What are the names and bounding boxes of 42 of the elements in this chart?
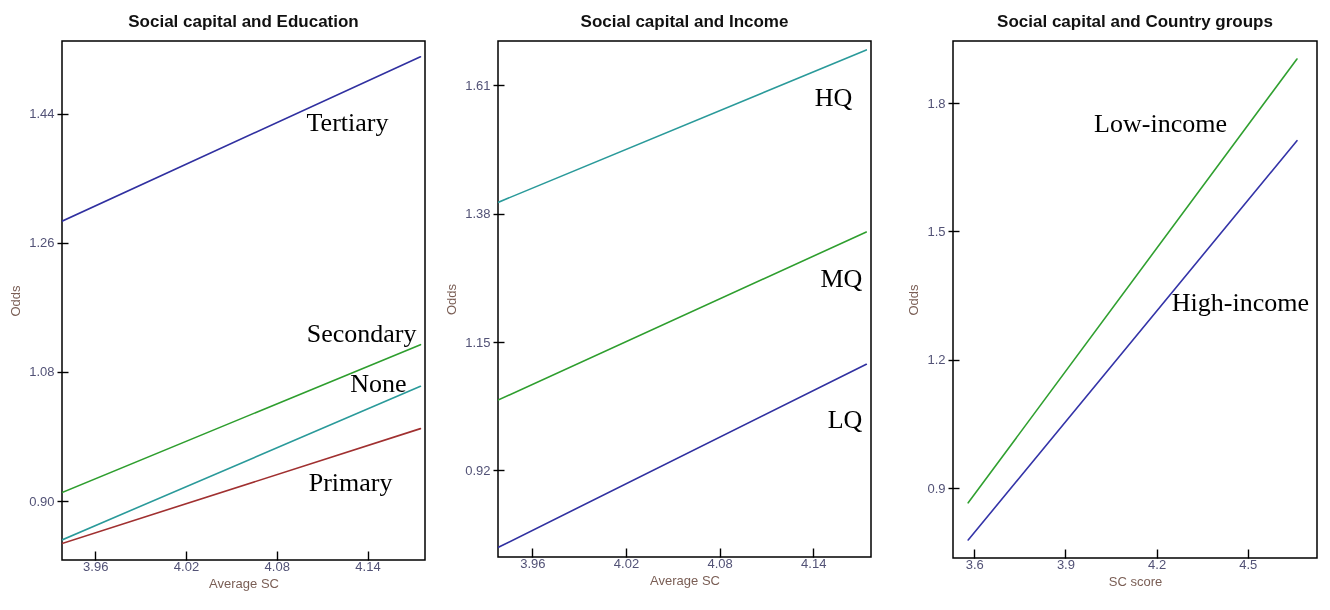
series-label: High-income <box>1171 287 1309 317</box>
x-tick-label: 4.14 <box>355 558 381 574</box>
y-tick-label: 0.90 <box>29 493 55 509</box>
x-tick-label: 4.5 <box>1239 556 1258 572</box>
x-tick-label: 4.2 <box>1148 556 1167 572</box>
x-tick-label: 4.08 <box>264 558 290 574</box>
series-label: LQ <box>827 405 863 435</box>
y-tick-label: 0.9 <box>927 480 946 496</box>
series-label: Secondary <box>306 318 417 348</box>
x-axis-title: SC score <box>1108 573 1163 589</box>
y-tick-label: 1.44 <box>29 106 55 121</box>
x-tick-label: 4.14 <box>801 555 827 571</box>
chart-title: Social capital and Education <box>128 12 359 31</box>
y-tick-label: 1.8 <box>927 95 946 111</box>
x-tick-label: 3.96 <box>83 558 109 574</box>
x-tick-label: 3.6 <box>965 556 984 572</box>
y-tick-label: 1.08 <box>29 364 55 380</box>
series-label: Low-income <box>1094 108 1227 138</box>
x-tick-label: 3.9 <box>1056 556 1075 572</box>
x-axis-title: Average SC <box>650 572 720 588</box>
y-axis-title: Odds <box>906 283 922 316</box>
series-label: MQ <box>820 263 863 293</box>
y-axis-title: Odds <box>8 284 24 317</box>
series-label: HQ <box>814 82 853 112</box>
y-tick-label: 1.61 <box>465 77 491 93</box>
y-tick-label: 1.26 <box>29 235 55 251</box>
x-tick-label: 4.02 <box>613 555 640 571</box>
x-tick-label: 4.08 <box>707 555 733 571</box>
series-label: Tertiary <box>306 107 389 137</box>
y-tick-label: 0.92 <box>465 462 491 478</box>
y-axis-title: Odds <box>444 283 460 316</box>
series-label: None <box>350 369 407 399</box>
series-label: Primary <box>308 467 393 497</box>
y-tick-label: 1.2 <box>927 352 946 368</box>
chart-title: Social capital and Income <box>580 12 789 31</box>
chart-title: Social capital and Country groups <box>997 12 1273 31</box>
y-tick-label: 1.15 <box>465 334 491 350</box>
x-tick-label: 3.96 <box>520 555 546 571</box>
y-tick-label: 1.38 <box>465 206 491 222</box>
y-tick-label: 1.5 <box>927 223 946 239</box>
x-tick-label: 4.02 <box>173 558 200 574</box>
x-axis-title: Average SC <box>209 575 279 591</box>
